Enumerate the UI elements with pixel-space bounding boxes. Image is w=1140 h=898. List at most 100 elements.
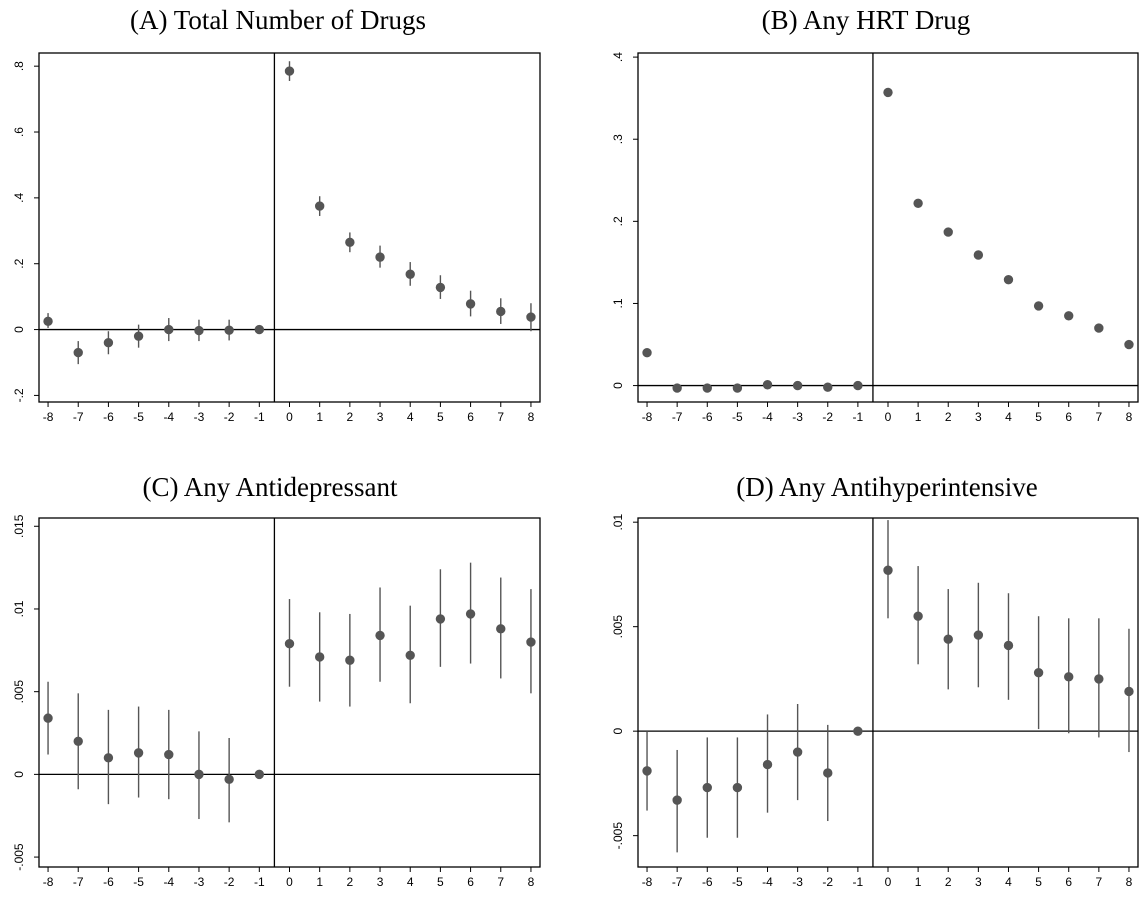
panel-c-point <box>43 713 53 723</box>
panel-d-point <box>883 565 893 575</box>
panel-d-xtick-label: -3 <box>792 875 803 889</box>
panel-c-point <box>496 624 506 634</box>
panel-d-xtick-label: -6 <box>702 875 713 889</box>
panel-b-point <box>762 380 773 390</box>
panel-a-xtick-label: -6 <box>103 410 114 424</box>
panel-c-title: (C) Any Antidepressant <box>143 472 398 502</box>
panel-c-xtick-label: 7 <box>497 875 504 889</box>
panel-d-point <box>702 782 712 793</box>
panel-a-xtick-label: -8 <box>43 410 54 424</box>
panel-b-point <box>1064 311 1074 321</box>
panel-d-ytick-label: 0 <box>611 728 625 735</box>
panel-d-point <box>792 747 803 757</box>
panel-c-point <box>164 749 174 760</box>
panel-b-xtick-label: 4 <box>1005 410 1012 424</box>
panel-b-point <box>1003 274 1014 285</box>
panel-a-ytick-label: .2 <box>12 258 26 268</box>
panel-b-xtick-label: -8 <box>642 410 653 424</box>
panel-b-xtick-label: 3 <box>975 410 982 424</box>
panel-c-point <box>314 652 325 662</box>
panel-c-point <box>435 614 446 624</box>
panel-d-xtick-label: 0 <box>885 875 892 889</box>
panel-d-xtick-label: -8 <box>642 875 653 889</box>
panel-b-point <box>1033 301 1044 311</box>
panel-a-ytick-label: .4 <box>12 193 26 203</box>
panel-d-point <box>823 768 833 778</box>
panel-a-point <box>496 306 506 317</box>
panel-c-xtick-label: 2 <box>347 875 354 889</box>
panel-c-point <box>254 769 265 780</box>
panel-a-point <box>405 269 415 279</box>
panel-b-xtick-label: 5 <box>1035 410 1042 424</box>
panel-d-ytick-label: -.005 <box>611 822 625 850</box>
panel-c-xtick-label: -6 <box>103 875 114 889</box>
panel-a-xtick-label: 0 <box>286 410 293 424</box>
panel-a-point <box>224 325 234 335</box>
panel-a-xtick-label: 7 <box>497 410 504 424</box>
panel-c-xtick-label: -1 <box>254 875 265 889</box>
panel-b-ytick-label: 0 <box>611 382 625 389</box>
panel-c-xtick-label: 3 <box>377 875 384 889</box>
panel-b-point <box>823 382 833 392</box>
panel-d: (D) Any Antihyperintensive -.005 0 .005 .01 -… <box>611 472 1139 889</box>
panel-b-point <box>642 348 652 358</box>
panel-d-xtick-label: 2 <box>945 875 952 889</box>
panel-a-xtick-label: 6 <box>467 410 474 424</box>
panel-c-xtick-label: 5 <box>437 875 444 889</box>
panel-b-point <box>853 380 863 391</box>
panel-b-ytick-label: .3 <box>611 134 625 144</box>
panel-d-point <box>1064 672 1074 682</box>
panel-c-ytick-label: -.005 <box>12 843 26 871</box>
panel-d-point <box>762 759 773 770</box>
panel-a-xtick-label: 1 <box>316 410 323 424</box>
panel-b-point <box>883 87 893 98</box>
panel-b-xtick-label: 7 <box>1095 410 1102 424</box>
panel-a-ytick-label: .8 <box>12 61 26 71</box>
panel-b-xtick-label: -3 <box>792 410 803 424</box>
panel-b-ytick-label: .4 <box>611 52 625 62</box>
panel-d-xtick-label: -7 <box>672 875 683 889</box>
panel-a-point <box>73 347 83 358</box>
panel-b-ytick-label: .1 <box>611 298 625 308</box>
panel-c-point <box>194 769 204 780</box>
panel-c: (C) Any Antidepressant -.005 0 .005 .01 .015 -… <box>12 472 541 889</box>
panel-a-point <box>435 282 446 293</box>
panel-a-ytick-label: .6 <box>12 127 26 137</box>
panel-b-xtick-label: -4 <box>762 410 773 424</box>
panel-b-point <box>1124 339 1134 350</box>
panel-b-xtick-label: 8 <box>1126 410 1133 424</box>
panel-c-point <box>526 637 536 647</box>
panel-c-point <box>224 774 234 785</box>
panel-b-xtick-label: 1 <box>915 410 922 424</box>
panel-c-point <box>103 753 114 763</box>
panel-a-xtick-label: -4 <box>163 410 174 424</box>
panel-c-point <box>284 639 295 649</box>
panel-a-point <box>314 201 325 211</box>
panel-c-xtick-label: 1 <box>316 875 323 889</box>
panel-d-ytick-label: .005 <box>611 615 625 639</box>
panel-c-xtick-label: 0 <box>286 875 293 889</box>
panel-a-title: (A) Total Number of Drugs <box>130 5 426 35</box>
panel-a-xtick-label: 5 <box>437 410 444 424</box>
panel-c-xtick-label: -2 <box>224 875 235 889</box>
panel-d-point <box>1003 640 1014 651</box>
panel-a-point <box>194 325 204 336</box>
panel-d-point <box>853 726 863 736</box>
panel-a-point <box>43 316 53 327</box>
panel-d-point <box>913 611 923 621</box>
panel-d-point <box>1033 667 1044 678</box>
panel-b-xtick-label: -1 <box>853 410 864 424</box>
panel-c-point <box>345 655 355 665</box>
panel-a-point <box>465 299 476 309</box>
panel-c-xtick-label: 4 <box>407 875 414 889</box>
panel-b-xtick-label: 0 <box>885 410 892 424</box>
panel-b-point <box>943 227 953 237</box>
panel-a-point <box>133 331 144 341</box>
panel-a-xtick-label: -5 <box>133 410 144 424</box>
panel-a-point <box>375 252 385 262</box>
panel-b-xtick-label: 6 <box>1065 410 1072 424</box>
panel-d-point <box>642 766 652 776</box>
panel-b-xtick-label: -5 <box>732 410 743 424</box>
panel-a-xtick-label: 2 <box>347 410 354 424</box>
